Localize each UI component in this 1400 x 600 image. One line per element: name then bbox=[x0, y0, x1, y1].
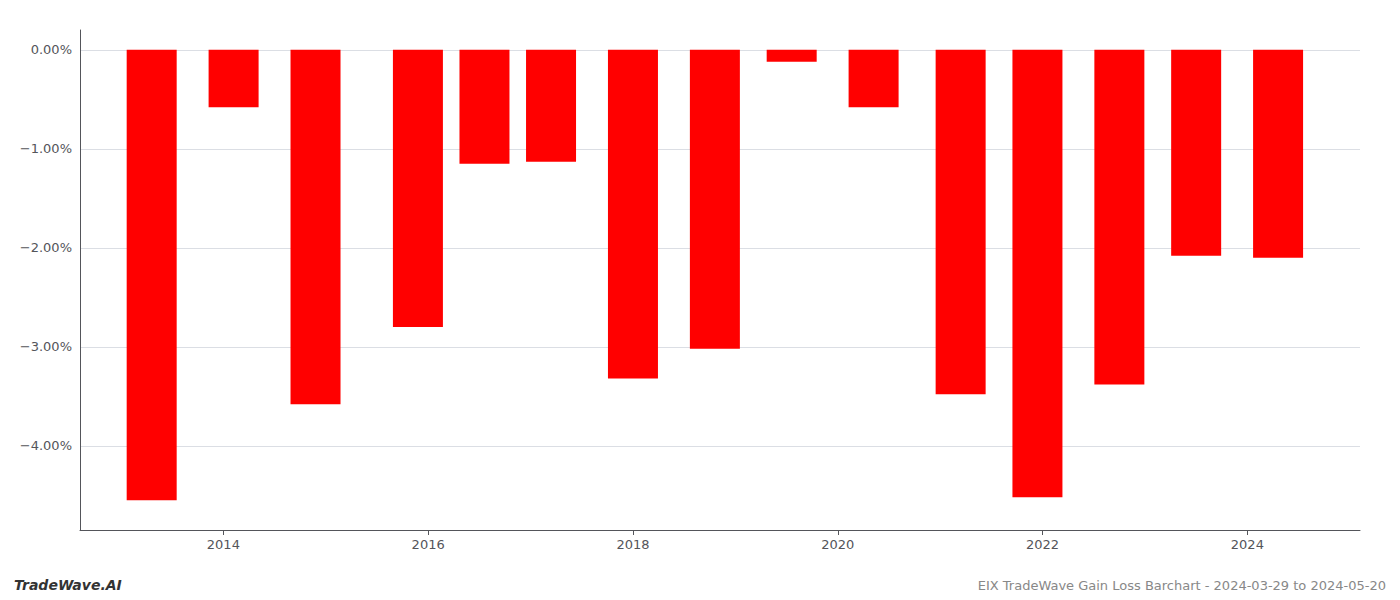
svg-text:2024: 2024 bbox=[1231, 537, 1264, 552]
svg-text:2016: 2016 bbox=[412, 537, 445, 552]
svg-text:TradeWave.AI: TradeWave.AI bbox=[14, 577, 122, 593]
svg-text:2022: 2022 bbox=[1026, 537, 1059, 552]
svg-text:2020: 2020 bbox=[821, 537, 854, 552]
svg-text:EIX TradeWave Gain Loss Barcha: EIX TradeWave Gain Loss Barchart - 2024-… bbox=[978, 578, 1386, 593]
svg-text:0.00%: 0.00% bbox=[31, 42, 72, 57]
svg-text:2018: 2018 bbox=[616, 537, 649, 552]
svg-text:−3.00%: −3.00% bbox=[20, 339, 72, 354]
svg-text:2014: 2014 bbox=[207, 537, 240, 552]
svg-text:−2.00%: −2.00% bbox=[20, 240, 72, 255]
svg-text:−1.00%: −1.00% bbox=[20, 141, 72, 156]
svg-text:−4.00%: −4.00% bbox=[20, 438, 72, 453]
